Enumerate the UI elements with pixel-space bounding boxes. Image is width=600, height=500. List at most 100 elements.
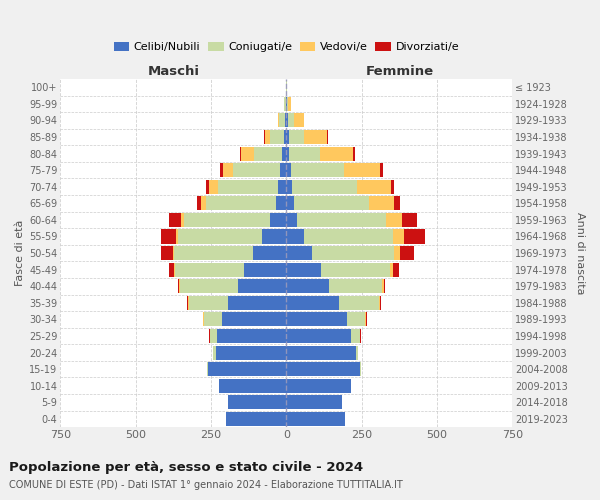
Bar <box>197 196 201 210</box>
Bar <box>209 329 210 343</box>
Bar <box>286 230 304 243</box>
Bar <box>286 262 321 276</box>
Text: Femmine: Femmine <box>365 65 433 78</box>
Bar <box>211 329 217 343</box>
Bar <box>286 196 294 210</box>
Bar <box>286 312 347 326</box>
Bar <box>276 196 286 210</box>
Bar <box>286 412 345 426</box>
Bar <box>218 180 278 194</box>
Bar <box>161 246 173 260</box>
Bar <box>286 213 297 227</box>
Bar <box>284 130 286 144</box>
Bar <box>286 130 289 144</box>
Bar <box>262 230 286 243</box>
Bar <box>217 329 286 343</box>
Bar <box>357 180 391 194</box>
Bar <box>204 312 221 326</box>
Bar <box>189 296 227 310</box>
Bar <box>215 346 286 360</box>
Text: Maschi: Maschi <box>148 65 199 78</box>
Bar <box>321 262 390 276</box>
Bar <box>369 196 394 210</box>
Bar <box>360 362 361 376</box>
Bar <box>271 130 284 144</box>
Bar <box>282 146 286 160</box>
Bar <box>289 146 320 160</box>
Bar <box>391 180 394 194</box>
Bar <box>380 296 381 310</box>
Y-axis label: Anni di nascita: Anni di nascita <box>575 212 585 294</box>
Bar <box>270 213 286 227</box>
Bar <box>329 279 382 293</box>
Bar <box>210 329 211 343</box>
Bar <box>178 279 179 293</box>
Bar <box>221 312 286 326</box>
Bar <box>240 146 241 160</box>
Bar <box>286 114 288 128</box>
Bar <box>294 196 369 210</box>
Bar <box>320 146 353 160</box>
Bar <box>379 296 380 310</box>
Bar <box>254 146 282 160</box>
Bar <box>218 378 286 393</box>
Bar <box>351 329 359 343</box>
Bar <box>386 213 403 227</box>
Bar <box>244 262 286 276</box>
Bar <box>382 279 384 293</box>
Bar <box>286 180 292 194</box>
Bar <box>206 196 276 210</box>
Bar <box>233 163 280 177</box>
Bar <box>286 246 312 260</box>
Bar <box>297 213 386 227</box>
Bar <box>394 230 404 243</box>
Bar <box>360 329 361 343</box>
Bar <box>174 262 175 276</box>
Bar <box>393 262 399 276</box>
Text: COMUNE DI ESTE (PD) - Dati ISTAT 1° gennaio 2024 - Elaborazione TUTTITALIA.IT: COMUNE DI ESTE (PD) - Dati ISTAT 1° genn… <box>9 480 403 490</box>
Bar <box>227 396 286 409</box>
Bar <box>344 163 380 177</box>
Bar <box>291 163 344 177</box>
Bar <box>304 230 394 243</box>
Bar <box>286 96 287 111</box>
Bar <box>286 346 356 360</box>
Bar <box>223 163 233 177</box>
Bar <box>208 362 286 376</box>
Bar <box>359 329 360 343</box>
Bar <box>380 163 383 177</box>
Bar <box>404 230 425 243</box>
Bar <box>207 362 208 376</box>
Bar <box>289 96 292 111</box>
Bar <box>173 246 174 260</box>
Bar <box>188 296 189 310</box>
Bar <box>286 279 329 293</box>
Bar <box>280 163 286 177</box>
Bar <box>238 279 286 293</box>
Bar <box>403 213 418 227</box>
Bar <box>280 114 285 128</box>
Bar <box>286 362 360 376</box>
Bar <box>201 196 206 210</box>
Bar <box>347 312 365 326</box>
Bar <box>286 163 291 177</box>
Bar <box>286 378 351 393</box>
Bar <box>187 296 188 310</box>
Bar <box>278 114 280 128</box>
Bar <box>365 312 366 326</box>
Bar <box>353 146 355 160</box>
Bar <box>286 146 289 160</box>
Bar <box>366 312 367 326</box>
Bar <box>169 262 174 276</box>
Text: Popolazione per età, sesso e stato civile - 2024: Popolazione per età, sesso e stato civil… <box>9 462 363 474</box>
Bar <box>292 180 357 194</box>
Bar <box>286 296 339 310</box>
Bar <box>181 213 184 227</box>
Bar <box>285 114 286 128</box>
Bar <box>213 346 215 360</box>
Bar <box>253 246 286 260</box>
Bar <box>304 130 328 144</box>
Bar <box>286 396 342 409</box>
Bar <box>220 163 223 177</box>
Bar <box>206 180 209 194</box>
